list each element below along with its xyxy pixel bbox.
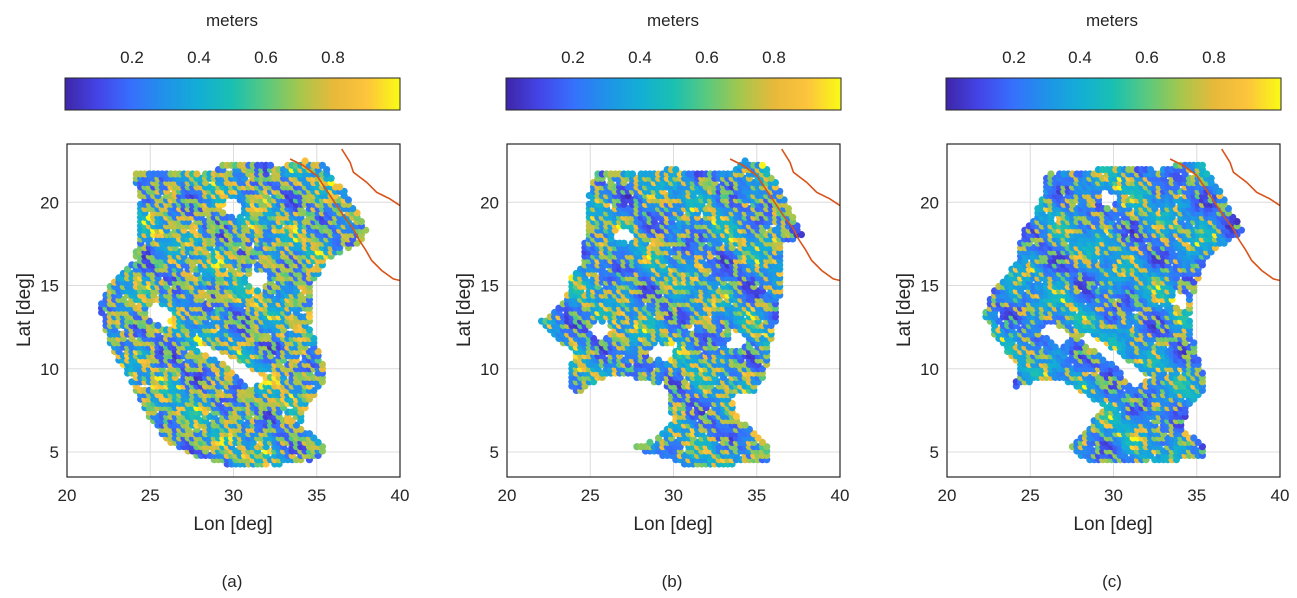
x-axis-label: Lon [deg] xyxy=(193,514,272,535)
data-point xyxy=(620,239,628,247)
panel-b: meters 0.2 0.4 0.6 0.8 20 25 30 35 405101520… xyxy=(454,11,849,591)
data-point xyxy=(301,157,309,165)
data-point xyxy=(236,378,244,386)
data-point xyxy=(318,161,326,169)
y-tick-label: 15 xyxy=(40,277,59,296)
data-point xyxy=(219,360,227,368)
panel-label-a: (a) xyxy=(222,572,243,591)
data-point xyxy=(223,365,231,373)
colorbar-tick-label: 0.6 xyxy=(254,48,278,67)
data-point xyxy=(646,438,654,446)
colorbar-tick-label: 0.8 xyxy=(762,48,786,67)
data-point xyxy=(741,421,749,429)
data-point xyxy=(193,170,201,178)
colorbar-tick-label: 0.6 xyxy=(695,48,719,67)
x-tick-label: 30 xyxy=(224,486,243,505)
data-point xyxy=(201,352,210,360)
colorbar-label-b: meters xyxy=(647,11,699,30)
colorbar-tick-label: 0.4 xyxy=(628,48,652,67)
panel-a: meters 0.2 0.4 0.6 0.8 20 25 30 35 405101520… xyxy=(14,11,409,591)
colorbar-gradient xyxy=(505,77,842,111)
colorbar-tick-label: 0.8 xyxy=(321,48,345,67)
y-axis-label: Lat [deg] xyxy=(14,273,35,347)
data-point xyxy=(266,161,275,169)
x-tick-label: 40 xyxy=(391,486,410,505)
data-point xyxy=(210,356,218,364)
y-tick-label: 20 xyxy=(40,193,59,212)
data-point xyxy=(154,321,162,330)
colorbar-label-a: meters xyxy=(206,11,258,30)
data-point xyxy=(292,421,300,429)
data-point xyxy=(227,213,236,221)
x-tick-label: 20 xyxy=(58,486,77,505)
colorbar-tick-label: 0.4 xyxy=(187,48,211,67)
data-point xyxy=(654,356,663,364)
colorbar-tick-label: 0.2 xyxy=(120,48,144,67)
scatter-points xyxy=(98,157,370,468)
y-tick-label: 5 xyxy=(50,443,59,462)
data-point xyxy=(297,425,305,433)
data-point xyxy=(314,438,322,446)
data-point xyxy=(253,287,262,295)
x-tick-label: 35 xyxy=(307,486,326,505)
axes-a: 20 25 30 35 40 5 10 15 20 Lon [deg] Lat [deg] xyxy=(14,143,410,535)
colorbar-gradient xyxy=(64,77,401,111)
data-point xyxy=(336,183,344,191)
colorbar-b: meters 0.2 0.4 0.6 0.8 xyxy=(505,11,842,111)
y-tick-label: 10 xyxy=(40,360,59,379)
data-point xyxy=(310,434,318,442)
colorbar-a: meters 0.2 0.4 0.6 0.8 xyxy=(64,11,401,111)
x-tick-label: 25 xyxy=(141,486,160,505)
colorbar-tick-label: 0.2 xyxy=(561,48,585,67)
data-point xyxy=(305,430,313,438)
